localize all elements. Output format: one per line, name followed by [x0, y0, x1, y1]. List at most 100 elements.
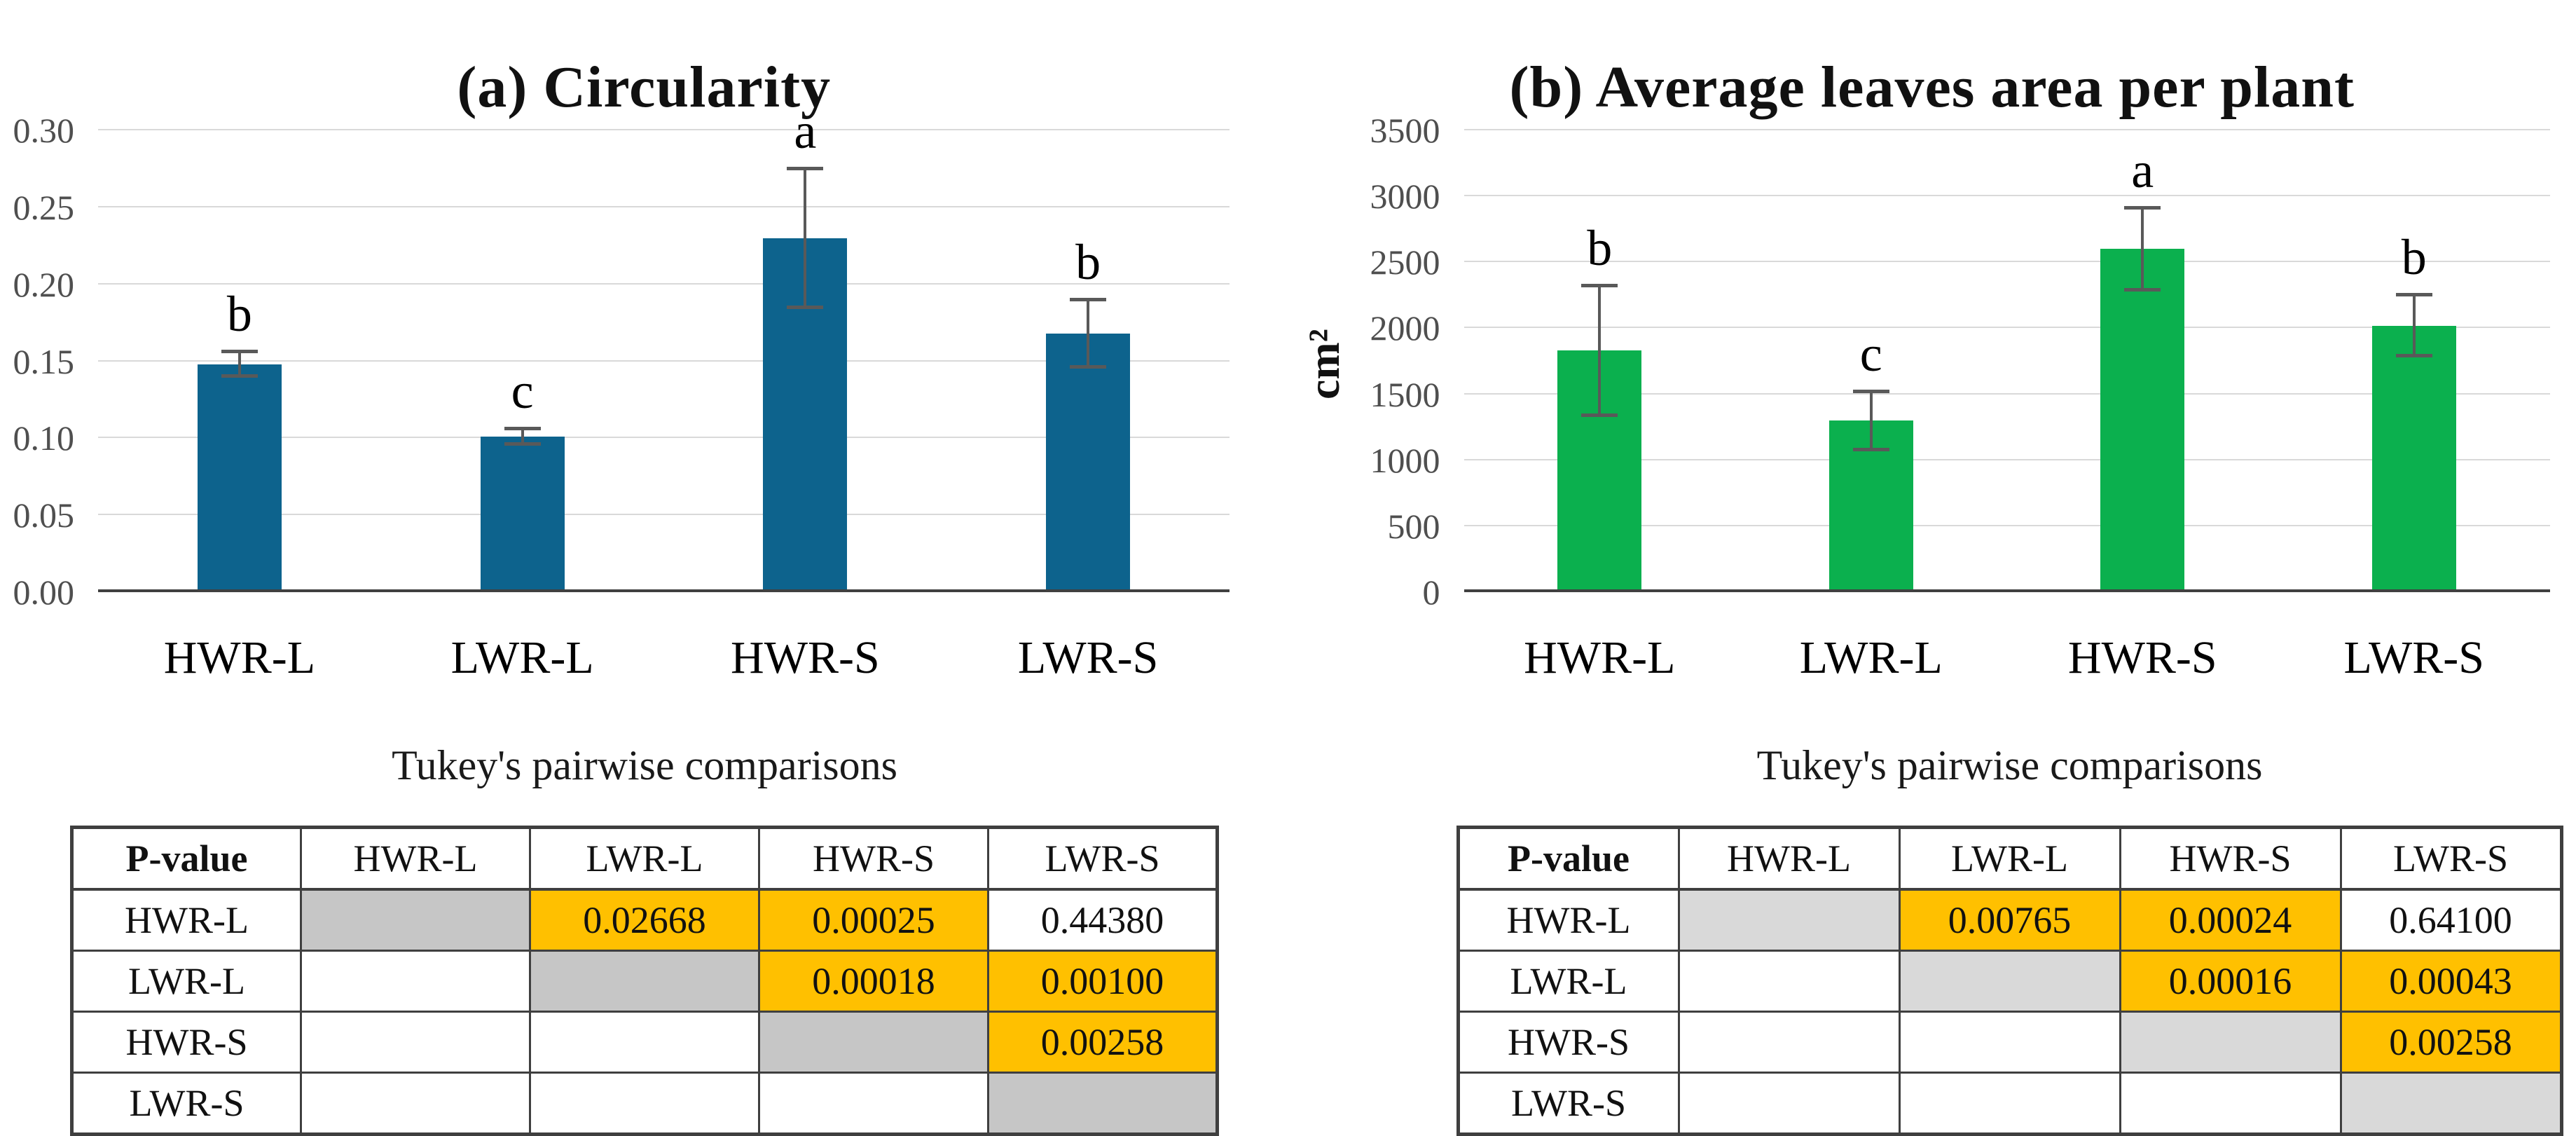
table-title: Tukey's pairwise comparisons [1456, 741, 2563, 790]
y-tick-label: 2000 [1370, 308, 1440, 348]
column-header: HWR-L [301, 828, 530, 890]
gridline [1464, 129, 2550, 130]
pvalue-cell [1679, 889, 1899, 951]
pvalue-cell [1679, 1073, 1899, 1135]
y-tick-label: 0.25 [13, 187, 75, 228]
bar-LWR-S [1046, 334, 1130, 592]
pvalue-cell: 0.00765 [1899, 889, 2120, 951]
pvalue-cell [1899, 1073, 2120, 1135]
error-bar [238, 352, 241, 376]
y-tick-label: 0.10 [13, 418, 75, 458]
error-bar [1870, 392, 1873, 450]
row-header: HWR-L [1458, 889, 1679, 951]
sig-letter: c [511, 366, 534, 416]
error-bar-cap [504, 442, 541, 446]
pvalue-cell [1679, 951, 1899, 1012]
pvalue-cell [530, 951, 759, 1012]
error-bar-cap [2396, 293, 2432, 296]
x-axis-label: HWR-S [731, 631, 880, 685]
row-header: LWR-L [72, 951, 301, 1012]
x-axis-line [1464, 589, 2550, 592]
y-axis-title: cm² [1293, 252, 1356, 477]
x-axis-label: LWR-L [451, 631, 594, 685]
pvalue-cell: 0.00018 [759, 951, 989, 1012]
error-bar-cap [2124, 288, 2161, 292]
column-header: LWR-S [989, 828, 1218, 890]
error-bar-cap [1070, 365, 1106, 369]
pvalue-cell [2120, 1073, 2341, 1135]
bar-HWR-L [198, 364, 282, 592]
bar-LWR-S [2372, 326, 2456, 592]
error-bar-cap [1581, 284, 1618, 287]
row-header: LWR-S [1458, 1073, 1679, 1135]
sig-letter: a [794, 106, 816, 156]
pvalue-cell: 0.00258 [2341, 1012, 2561, 1073]
pvalue-corner-cell: P-value [72, 828, 301, 890]
bar-HWR-S [2100, 249, 2184, 592]
sig-letter: b [227, 289, 252, 339]
gridline [1464, 195, 2550, 196]
pvalue-cell: 0.44380 [989, 889, 1218, 951]
pvalue-cell [989, 1073, 1218, 1135]
sig-letter: c [1860, 329, 1882, 379]
y-tick-label: 3500 [1370, 110, 1440, 151]
row-header: HWR-L [72, 889, 301, 951]
y-tick-label: 0.05 [13, 495, 75, 535]
y-tick-label: 2500 [1370, 242, 1440, 282]
pvalue-cell: 0.00016 [2120, 951, 2341, 1012]
y-tick-label: 1000 [1370, 440, 1440, 481]
error-bar [2141, 208, 2144, 290]
pvalue-cell [759, 1073, 989, 1135]
error-bar [2413, 295, 2416, 356]
row-header: HWR-S [72, 1012, 301, 1073]
x-axis-label: HWR-L [164, 631, 315, 685]
sig-letter: b [1075, 237, 1101, 287]
panel-title: (a) Circularity [0, 53, 1288, 121]
pvalue-cell [301, 951, 530, 1012]
sig-letter: b [1587, 223, 1612, 273]
x-axis-label: HWR-S [2068, 631, 2217, 685]
pvalue-cell [1899, 1012, 2120, 1073]
sig-letter: b [2402, 232, 2427, 282]
y-tick-label: 3000 [1370, 176, 1440, 217]
table-title: Tukey's pairwise comparisons [70, 741, 1219, 790]
error-bar-cap [1581, 413, 1618, 417]
x-axis-line [98, 589, 1230, 592]
y-tick-label: 0.15 [13, 341, 75, 382]
pvalue-cell [530, 1012, 759, 1073]
error-bar [804, 169, 806, 308]
error-bar [1598, 286, 1601, 416]
y-tick-label: 0.00 [13, 572, 75, 613]
pvalue-cell [759, 1012, 989, 1073]
table-row: LWR-S [1458, 1073, 2561, 1135]
x-axis-label: LWR-S [2344, 631, 2484, 685]
pvalue-cell [1899, 951, 2120, 1012]
pvalue-cell: 0.00025 [759, 889, 989, 951]
bar-LWR-L [481, 437, 565, 592]
pvalue-cell: 0.64100 [2341, 889, 2561, 951]
pvalue-cell [301, 1073, 530, 1135]
column-header: LWR-L [530, 828, 759, 890]
y-tick-label: 0.30 [13, 110, 75, 151]
pvalue-cell: 0.00100 [989, 951, 1218, 1012]
x-axis-label: LWR-L [1800, 631, 1943, 685]
pvalue-cell: 0.02668 [530, 889, 759, 951]
gridline [98, 206, 1230, 207]
error-bar-cap [1070, 298, 1106, 301]
error-bar-cap [2396, 354, 2432, 357]
y-tick-label: 500 [1388, 506, 1440, 547]
